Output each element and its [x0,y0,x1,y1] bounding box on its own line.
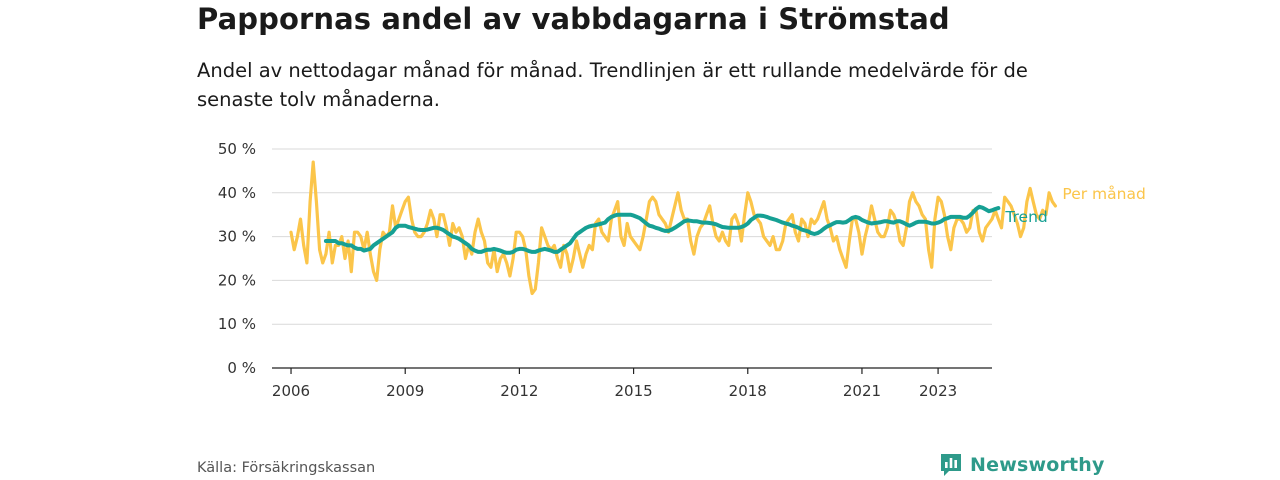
y-tick-label: 20 % [218,271,256,289]
x-tick-label: 2009 [386,382,424,400]
x-tick-label: 2015 [614,382,652,400]
y-tick-label: 10 % [218,315,256,333]
newsworthy-logo-icon [941,454,961,476]
monthly-series-line [289,160,1058,296]
x-tick-label: 2021 [843,382,881,400]
series-label-trend: Trend [1004,208,1047,226]
chart-subtitle: Andel av nettodagar månad för månad. Tre… [197,59,1028,111]
source-note: Källa: Försäkringskassan [197,460,376,476]
x-tick-label: 2018 [729,382,767,400]
y-axis-labels: 0 % 10 % 20 % 30 % 40 % 50 % [218,140,256,377]
chart-title: Pappornas andel av vabbdagarna i Strömst… [197,2,950,36]
y-tick-label: 40 % [218,184,256,202]
x-tick-label: 2023 [919,382,957,400]
y-tick-label: 0 % [227,359,256,377]
y-tick-label: 30 % [218,228,256,246]
series-lines [289,160,1058,296]
x-tick-label: 2006 [272,382,310,400]
series-labels: Per månad Trend [1004,185,1145,226]
x-tick-label: 2012 [500,382,538,400]
brand-logo[interactable]: Newsworthy [939,452,1105,478]
trend-series-line [323,204,1001,255]
brand-name: Newsworthy [970,454,1105,476]
series-label-monthly: Per månad [1062,185,1145,203]
x-axis: 2006 2009 2012 2015 2018 2021 2023 [272,367,992,400]
y-tick-label: 50 % [218,140,256,158]
